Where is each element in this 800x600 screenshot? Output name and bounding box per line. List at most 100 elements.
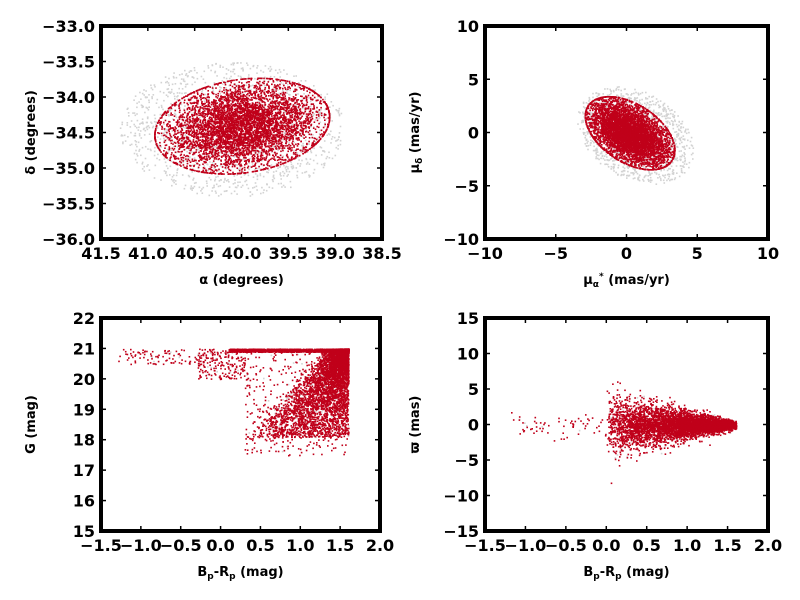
point xyxy=(277,89,279,91)
point xyxy=(168,84,170,86)
point xyxy=(289,127,291,129)
point xyxy=(179,116,181,118)
point xyxy=(198,167,200,169)
point xyxy=(307,102,309,104)
point xyxy=(310,110,312,112)
point xyxy=(207,147,209,149)
point xyxy=(275,154,277,156)
point xyxy=(224,109,226,111)
point xyxy=(191,129,193,131)
point xyxy=(207,115,209,117)
point xyxy=(165,82,167,84)
point xyxy=(270,76,272,78)
point xyxy=(135,140,137,142)
point xyxy=(304,149,306,151)
point xyxy=(234,146,236,148)
point xyxy=(184,141,186,143)
point xyxy=(288,99,290,101)
point xyxy=(242,158,244,160)
point xyxy=(302,143,304,145)
point xyxy=(234,179,236,181)
point xyxy=(315,155,317,157)
point xyxy=(244,78,246,80)
point xyxy=(229,130,231,132)
point xyxy=(268,169,270,171)
point xyxy=(143,89,145,91)
point xyxy=(264,159,266,161)
point xyxy=(269,70,271,72)
point xyxy=(174,129,176,131)
point xyxy=(135,95,137,97)
point xyxy=(247,121,249,123)
point xyxy=(175,110,177,112)
point xyxy=(212,86,214,88)
point xyxy=(213,117,215,119)
point xyxy=(331,120,333,122)
point xyxy=(286,141,288,143)
point xyxy=(292,165,294,167)
point xyxy=(308,97,310,99)
point xyxy=(199,117,201,119)
point xyxy=(163,135,165,137)
point xyxy=(332,136,334,138)
point xyxy=(255,182,257,184)
point xyxy=(232,102,234,104)
point xyxy=(171,179,173,181)
point xyxy=(187,160,189,162)
point xyxy=(242,91,244,93)
point xyxy=(248,175,250,177)
point xyxy=(276,106,278,108)
point xyxy=(293,91,295,93)
point xyxy=(246,82,248,84)
point xyxy=(214,72,216,74)
point xyxy=(154,86,156,88)
point xyxy=(176,77,178,79)
point xyxy=(184,117,186,119)
point xyxy=(252,66,254,68)
point xyxy=(210,179,212,181)
point xyxy=(293,150,295,152)
point xyxy=(259,85,261,87)
point xyxy=(271,68,273,70)
point xyxy=(326,158,328,160)
point xyxy=(311,134,313,136)
point xyxy=(157,154,159,156)
point xyxy=(234,73,236,75)
point xyxy=(172,141,174,143)
point xyxy=(243,108,245,110)
point xyxy=(248,169,250,171)
point xyxy=(139,92,141,94)
point xyxy=(167,111,169,113)
point xyxy=(142,147,144,149)
point xyxy=(332,105,334,107)
point xyxy=(222,83,224,85)
point xyxy=(289,171,291,173)
point xyxy=(174,142,176,144)
point xyxy=(321,154,323,156)
point xyxy=(165,140,167,142)
point xyxy=(202,192,204,194)
point xyxy=(239,170,241,172)
point xyxy=(207,131,209,133)
point xyxy=(269,159,271,161)
point xyxy=(316,126,318,128)
point xyxy=(268,143,270,145)
point xyxy=(189,134,191,136)
point xyxy=(340,126,342,128)
point xyxy=(230,76,232,78)
point xyxy=(155,165,157,167)
point xyxy=(266,78,268,80)
point xyxy=(181,140,183,142)
point xyxy=(213,187,215,189)
point xyxy=(224,99,226,101)
point xyxy=(197,130,199,132)
point xyxy=(241,77,243,79)
point xyxy=(136,107,138,109)
point xyxy=(297,154,299,156)
point xyxy=(227,130,229,132)
point xyxy=(330,142,332,144)
point xyxy=(315,119,317,121)
point xyxy=(209,153,211,155)
point xyxy=(159,124,161,126)
